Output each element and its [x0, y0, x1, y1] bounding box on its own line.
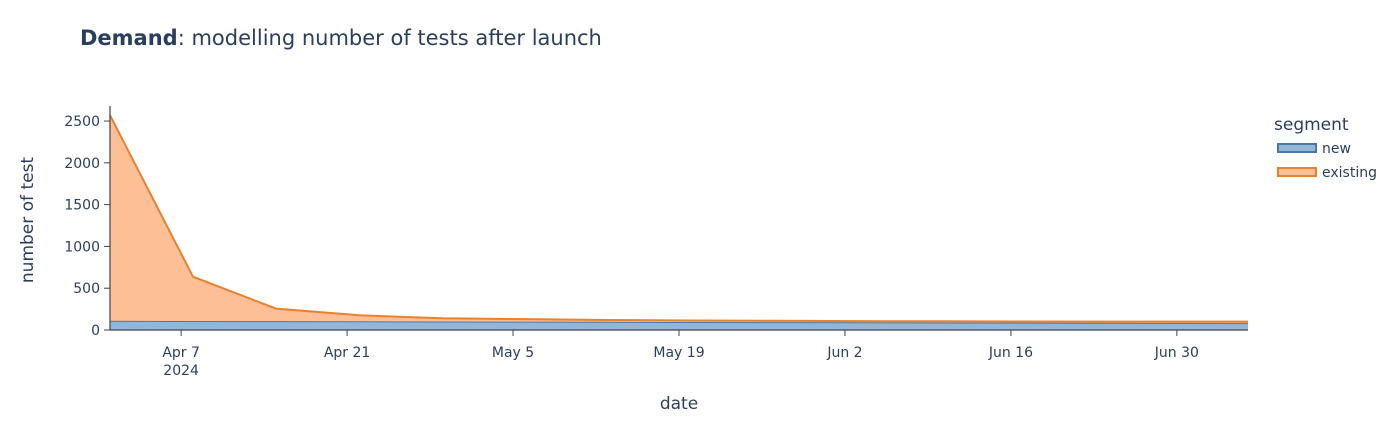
x-tick-label: May 19 — [653, 345, 704, 361]
y-axis-title: number of test — [18, 157, 38, 284]
y-tick-label: 1000 — [64, 239, 100, 255]
area-existing — [110, 115, 1248, 324]
chart-title-bold: Demand — [80, 26, 178, 50]
x-tick-year-label: 2024 — [163, 363, 199, 379]
legend-swatch-new — [1277, 143, 1317, 153]
legend-swatch-existing — [1277, 167, 1317, 177]
x-tick-label: Jun 16 — [988, 345, 1033, 361]
x-tick-label: Apr 7 — [162, 345, 200, 361]
x-axis-title: date — [660, 394, 698, 414]
y-tick-label: 2000 — [64, 156, 100, 172]
x-tick-label: Apr 21 — [324, 345, 370, 361]
y-tick-label: 1500 — [64, 198, 100, 214]
y-tick-label: 500 — [73, 281, 100, 297]
area-layer — [109, 114, 1249, 330]
legend-label-existing: existing — [1322, 165, 1377, 181]
chart-title-rest: : modelling number of tests after launch — [178, 26, 602, 50]
legend-title: segment — [1274, 115, 1349, 135]
y-tick-label: 0 — [91, 323, 100, 339]
x-tick-label: Jun 30 — [1154, 345, 1199, 361]
axes-layer: 0 500 1000 1500 2000 2500 Apr 7 2024 Apr 21 May 5… — [64, 106, 1248, 379]
y-tick-label: 2500 — [64, 114, 100, 130]
chart-title: Demand: modelling number of tests after … — [80, 26, 602, 50]
x-tick-label: May 5 — [492, 345, 534, 361]
legend: segment new existing — [1274, 115, 1377, 181]
x-tick-label: Jun 2 — [826, 345, 862, 361]
line-existing — [109, 114, 1248, 323]
legend-label-new: new — [1322, 141, 1351, 157]
